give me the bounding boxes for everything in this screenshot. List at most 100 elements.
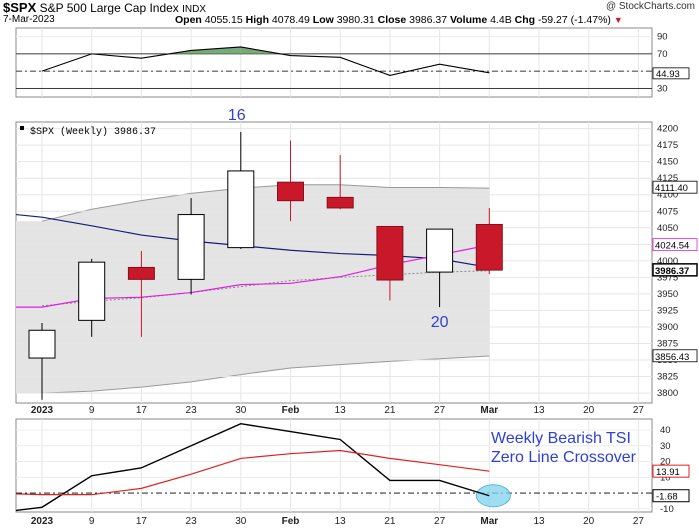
- slow-moving-average-left: [15, 213, 43, 218]
- tsi-x-tick: 21: [384, 516, 396, 527]
- candle-body: [277, 181, 304, 202]
- candle-body: [127, 266, 155, 280]
- bollinger-upper: [41, 184, 490, 222]
- price-x-tick: 20: [583, 405, 595, 416]
- price-y-tick: 4050: [657, 223, 678, 234]
- price-x-tick: 17: [136, 405, 148, 416]
- price-panel-title: $SPX (Weekly) 3986.37: [30, 126, 156, 138]
- indicator-line: [41, 46, 490, 77]
- symbol-title: $SPX S&P 500 Large Cap Index INDX: [3, 0, 206, 15]
- tsi-y-tick: -10: [660, 504, 674, 515]
- top-y-tick: 70: [657, 49, 668, 60]
- price-x-tick: 21: [384, 405, 396, 416]
- price-x-tick: Mar: [480, 405, 498, 416]
- chart-header: $SPX S&P 500 Large Cap Index INDX @ Stoc…: [0, 0, 699, 28]
- candle-body: [177, 214, 205, 280]
- tsi-value-tag: [652, 489, 690, 503]
- copyright[interactable]: @ StockCharts.com: [605, 1, 695, 12]
- tsi-x-tick: 13: [335, 516, 347, 527]
- volume-value: 4.4B: [490, 14, 512, 26]
- tsi-x-tick: 17: [136, 516, 148, 527]
- tsi-line: [15, 423, 490, 512]
- symbol: $SPX: [3, 0, 37, 15]
- tsi-x-tick: Mar: [480, 516, 498, 527]
- price-tag: [652, 238, 698, 252]
- slow-moving-average: [41, 216, 490, 269]
- date-label: 7-Mar-2023: [3, 14, 55, 25]
- candle-body: [227, 170, 255, 249]
- price-y-tick: 3950: [657, 289, 678, 300]
- top-y-tick: 30: [657, 83, 668, 94]
- top-y-tick: 90: [657, 32, 668, 43]
- price-y-tick: 4075: [657, 206, 678, 217]
- price-y-tick: 3825: [657, 372, 678, 383]
- indicator-value-label: 44.93: [656, 69, 680, 80]
- price-y-tick: 4100: [657, 190, 678, 201]
- tsi-note-line1: Weekly Bearish TSI: [491, 430, 631, 447]
- price-y-tick: 3925: [657, 305, 678, 316]
- crossover-highlight: [475, 484, 511, 508]
- panel-marker-icon: [20, 126, 24, 130]
- price-y-tick: 3900: [657, 322, 678, 333]
- tsi-x-tick: 9: [89, 516, 95, 527]
- fast-moving-average: [41, 244, 490, 308]
- price-y-tick: 4125: [657, 173, 678, 184]
- top-panel-frame: [15, 27, 653, 98]
- price-tag: [652, 263, 698, 277]
- tsi-y-tick: 10: [660, 472, 671, 483]
- down-arrow-icon: ▼: [613, 15, 623, 25]
- overbought-fill: [191, 46, 241, 54]
- tsi-x-tick: Feb: [282, 516, 300, 527]
- chg-label: Chg: [514, 14, 536, 26]
- tsi-y-tick: 40: [660, 425, 671, 436]
- price-x-tick: 27: [434, 405, 446, 416]
- price-y-tick: 4175: [657, 140, 678, 151]
- bollinger-band-fill: [42, 184, 490, 394]
- chg-value: -59.27 (-1.47%): [537, 14, 611, 26]
- volume-label: Volume: [450, 14, 488, 26]
- candle-body: [376, 225, 404, 281]
- candle-body: [28, 329, 56, 359]
- close-value: 3986.37: [409, 14, 448, 26]
- price-tag-label: 3986.37: [655, 266, 689, 277]
- tsi-y-tick: 20: [660, 457, 671, 468]
- price-tag: [652, 349, 698, 363]
- close-label: Close: [377, 14, 407, 26]
- open-label: Open: [175, 14, 202, 26]
- ohlc-summary: Open 4055.15 High 4078.49 Low 3980.31 Cl…: [175, 14, 623, 26]
- signal-line: [15, 449, 490, 496]
- tsi-x-tick: 27: [434, 516, 446, 527]
- price-y-tick: 4200: [657, 124, 678, 135]
- tsi-value-label: -1.68: [656, 492, 678, 503]
- low-value: 3980.31: [336, 14, 375, 26]
- price-x-tick: 30: [235, 405, 247, 416]
- price-tag-label: 4024.54: [655, 241, 689, 252]
- price-y-tick: 3800: [657, 388, 678, 399]
- price-tag-label: 4111.40: [655, 183, 688, 194]
- price-y-tick: 3975: [657, 272, 678, 283]
- price-y-tick: 3875: [657, 338, 678, 349]
- wave-count-20: 20: [431, 314, 449, 331]
- tsi-x-tick: 27: [633, 516, 645, 527]
- price-y-tick: 4000: [657, 256, 678, 267]
- price-tag-label: 3856.43: [655, 352, 689, 363]
- signal-value-tag: [652, 464, 690, 478]
- price-x-tick: 2023: [31, 405, 54, 416]
- price-x-tick: 27: [633, 405, 645, 416]
- tsi-x-tick: 30: [235, 516, 247, 527]
- candle-body: [326, 196, 354, 209]
- tsi-panel-frame: [15, 418, 653, 513]
- tsi-y-tick: 30: [660, 441, 671, 452]
- tsi-x-tick: 13: [533, 516, 545, 527]
- low-label: Low: [312, 14, 334, 26]
- price-x-tick: 13: [533, 405, 545, 416]
- high-value: 4078.49: [271, 14, 310, 26]
- tsi-x-tick: 23: [186, 516, 198, 527]
- price-x-tick: 9: [89, 405, 95, 416]
- tsi-x-tick: 20: [583, 516, 595, 527]
- open-value: 4055.15: [204, 14, 243, 26]
- candle-body: [475, 223, 503, 271]
- wave-count-16: 16: [228, 107, 246, 124]
- price-x-tick: Feb: [282, 405, 300, 416]
